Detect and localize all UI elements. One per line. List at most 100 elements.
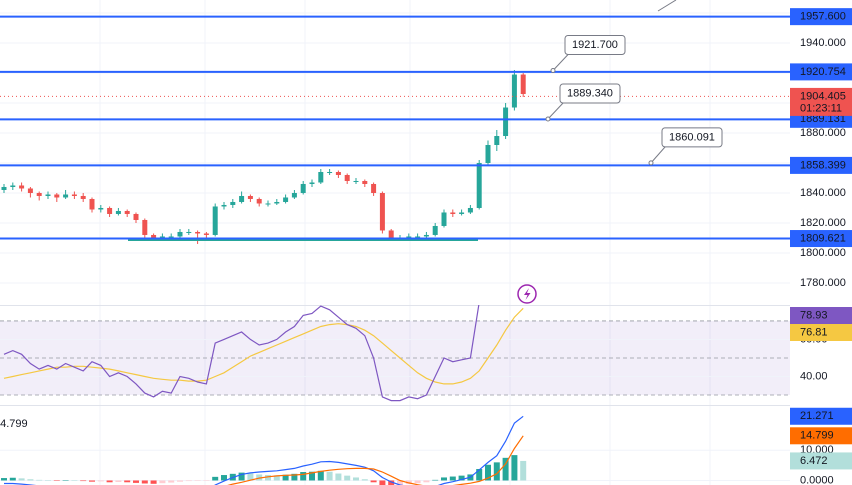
- candle-body: [45, 194, 51, 196]
- macd-histogram-bar: [388, 480, 395, 485]
- macd-histogram-bar: [300, 472, 307, 481]
- macd-legend-value: 14.799: [0, 418, 28, 430]
- rsi-value-label-text: 76.81: [800, 326, 828, 338]
- candle-body: [36, 192, 42, 196]
- macd-histogram-bar: [36, 479, 43, 481]
- callout-box: [661, 127, 723, 148]
- macd-value-label-text: 6.472: [800, 455, 828, 467]
- macd-histogram-bar: [177, 480, 183, 482]
- candle-body: [1, 186, 7, 190]
- candle-body: [388, 230, 394, 238]
- macd-value-label: 6.472: [790, 452, 852, 470]
- candle-body: [186, 231, 192, 233]
- level-label-box: [790, 230, 852, 248]
- candle-body: [441, 212, 447, 226]
- callout-label: 1860.091: [669, 131, 715, 143]
- candle-body: [415, 236, 421, 238]
- macd-histogram-bar: [493, 462, 500, 481]
- macd-histogram-bar: [309, 471, 315, 481]
- level-label-box: [790, 8, 852, 26]
- rsi-value-label-box: [790, 324, 852, 341]
- macd-histogram-bar: [221, 475, 227, 481]
- candle-body: [230, 201, 236, 205]
- candle-body: [98, 207, 104, 210]
- macd-value-label-text: 14.799: [800, 430, 834, 442]
- macd-histogram-bar: [194, 480, 201, 481]
- rsi-value-label-box: [790, 307, 852, 324]
- candle-body: [432, 225, 438, 235]
- callout-label: 1921.700: [572, 39, 618, 51]
- macd-histogram-bar: [361, 479, 368, 481]
- level-label-text: 1858.399: [800, 159, 846, 171]
- callout-pointer: [650, 145, 667, 164]
- candle-body: [27, 188, 33, 193]
- rsi-lines: [3, 305, 524, 402]
- current-price-text: 1904.405: [800, 90, 846, 102]
- macd-histogram-bar: [458, 475, 465, 481]
- macd-histogram-bar: [265, 475, 271, 481]
- candle-body: [406, 236, 412, 238]
- macd-histogram-bar: [185, 480, 192, 482]
- macd-histogram-bar: [247, 473, 254, 481]
- macd-histogram-bar: [203, 480, 210, 481]
- candle-body: [344, 174, 350, 181]
- candle-body: [476, 162, 482, 208]
- rsi-value-label: 78.93: [790, 307, 852, 324]
- macd-histogram-bar: [397, 480, 403, 485]
- callout-anchor: [648, 160, 654, 166]
- macd-histogram-bar: [53, 480, 60, 481]
- candle-body: [300, 183, 306, 193]
- macd-histogram-bar: [449, 476, 456, 481]
- rsi-line: [3, 305, 480, 402]
- y-tick-label: 1880.000: [800, 127, 846, 139]
- candle-body: [371, 183, 377, 193]
- macd-histogram-bar: [238, 472, 245, 481]
- macd-histogram-bar: [476, 469, 483, 481]
- candle-body: [274, 201, 280, 204]
- alert-icon[interactable]: [517, 284, 537, 304]
- macd-histogram-bar: [106, 480, 113, 483]
- candle-body: [247, 195, 253, 199]
- macd-histogram-bar: [423, 480, 430, 483]
- candles: [1, 70, 526, 244]
- macd-histogram-bar: [168, 480, 175, 483]
- macd-histogram-bar: [71, 480, 78, 481]
- macd-histogram-bar: [124, 480, 131, 483]
- level-label-text: 1920.754: [800, 66, 846, 78]
- countdown-text: 01:23:11: [800, 102, 842, 114]
- macd-histogram-bar: [511, 455, 518, 481]
- candle-body: [485, 145, 491, 163]
- vertical-grid: [99, 0, 711, 485]
- candle-body: [291, 192, 297, 198]
- macd-histogram-bar: [97, 480, 104, 482]
- candle-body: [71, 194, 77, 196]
- candle-body: [10, 185, 16, 187]
- level-label: 1809.621: [790, 230, 852, 248]
- callout-pointer: [547, 101, 565, 120]
- macd-histogram-bar: [317, 470, 324, 481]
- y-tick-label: 1780.000: [800, 277, 846, 289]
- candle-body: [19, 185, 25, 189]
- candle-body: [151, 234, 157, 238]
- axis-tags: 1957.600 1920.754 1889.131 1858.399 1809.621…: [790, 8, 852, 470]
- macd-histogram-bar: [150, 480, 157, 484]
- candle-body: [115, 210, 121, 214]
- candle-body: [520, 74, 526, 95]
- macd-histogram-bar: [80, 480, 87, 482]
- macd-value-label-box: [790, 452, 852, 470]
- candle-body: [450, 212, 456, 214]
- macd-histogram-bar: [370, 480, 377, 483]
- macd-histogram-bar: [159, 480, 166, 484]
- y-tick-label: 1820.000: [800, 217, 846, 229]
- macd-value-label: 14.799: [790, 427, 852, 445]
- callout-pointer: [552, 53, 570, 71]
- y-tick-label: 1840.000: [800, 187, 846, 199]
- macd-histogram-bar: [291, 473, 298, 481]
- macd-histogram-bar: [133, 480, 139, 483]
- level-label: 1858.399: [790, 156, 852, 174]
- macd-plot: [1, 415, 527, 485]
- candle-body: [54, 194, 60, 198]
- macd-histogram-bar: [212, 476, 219, 481]
